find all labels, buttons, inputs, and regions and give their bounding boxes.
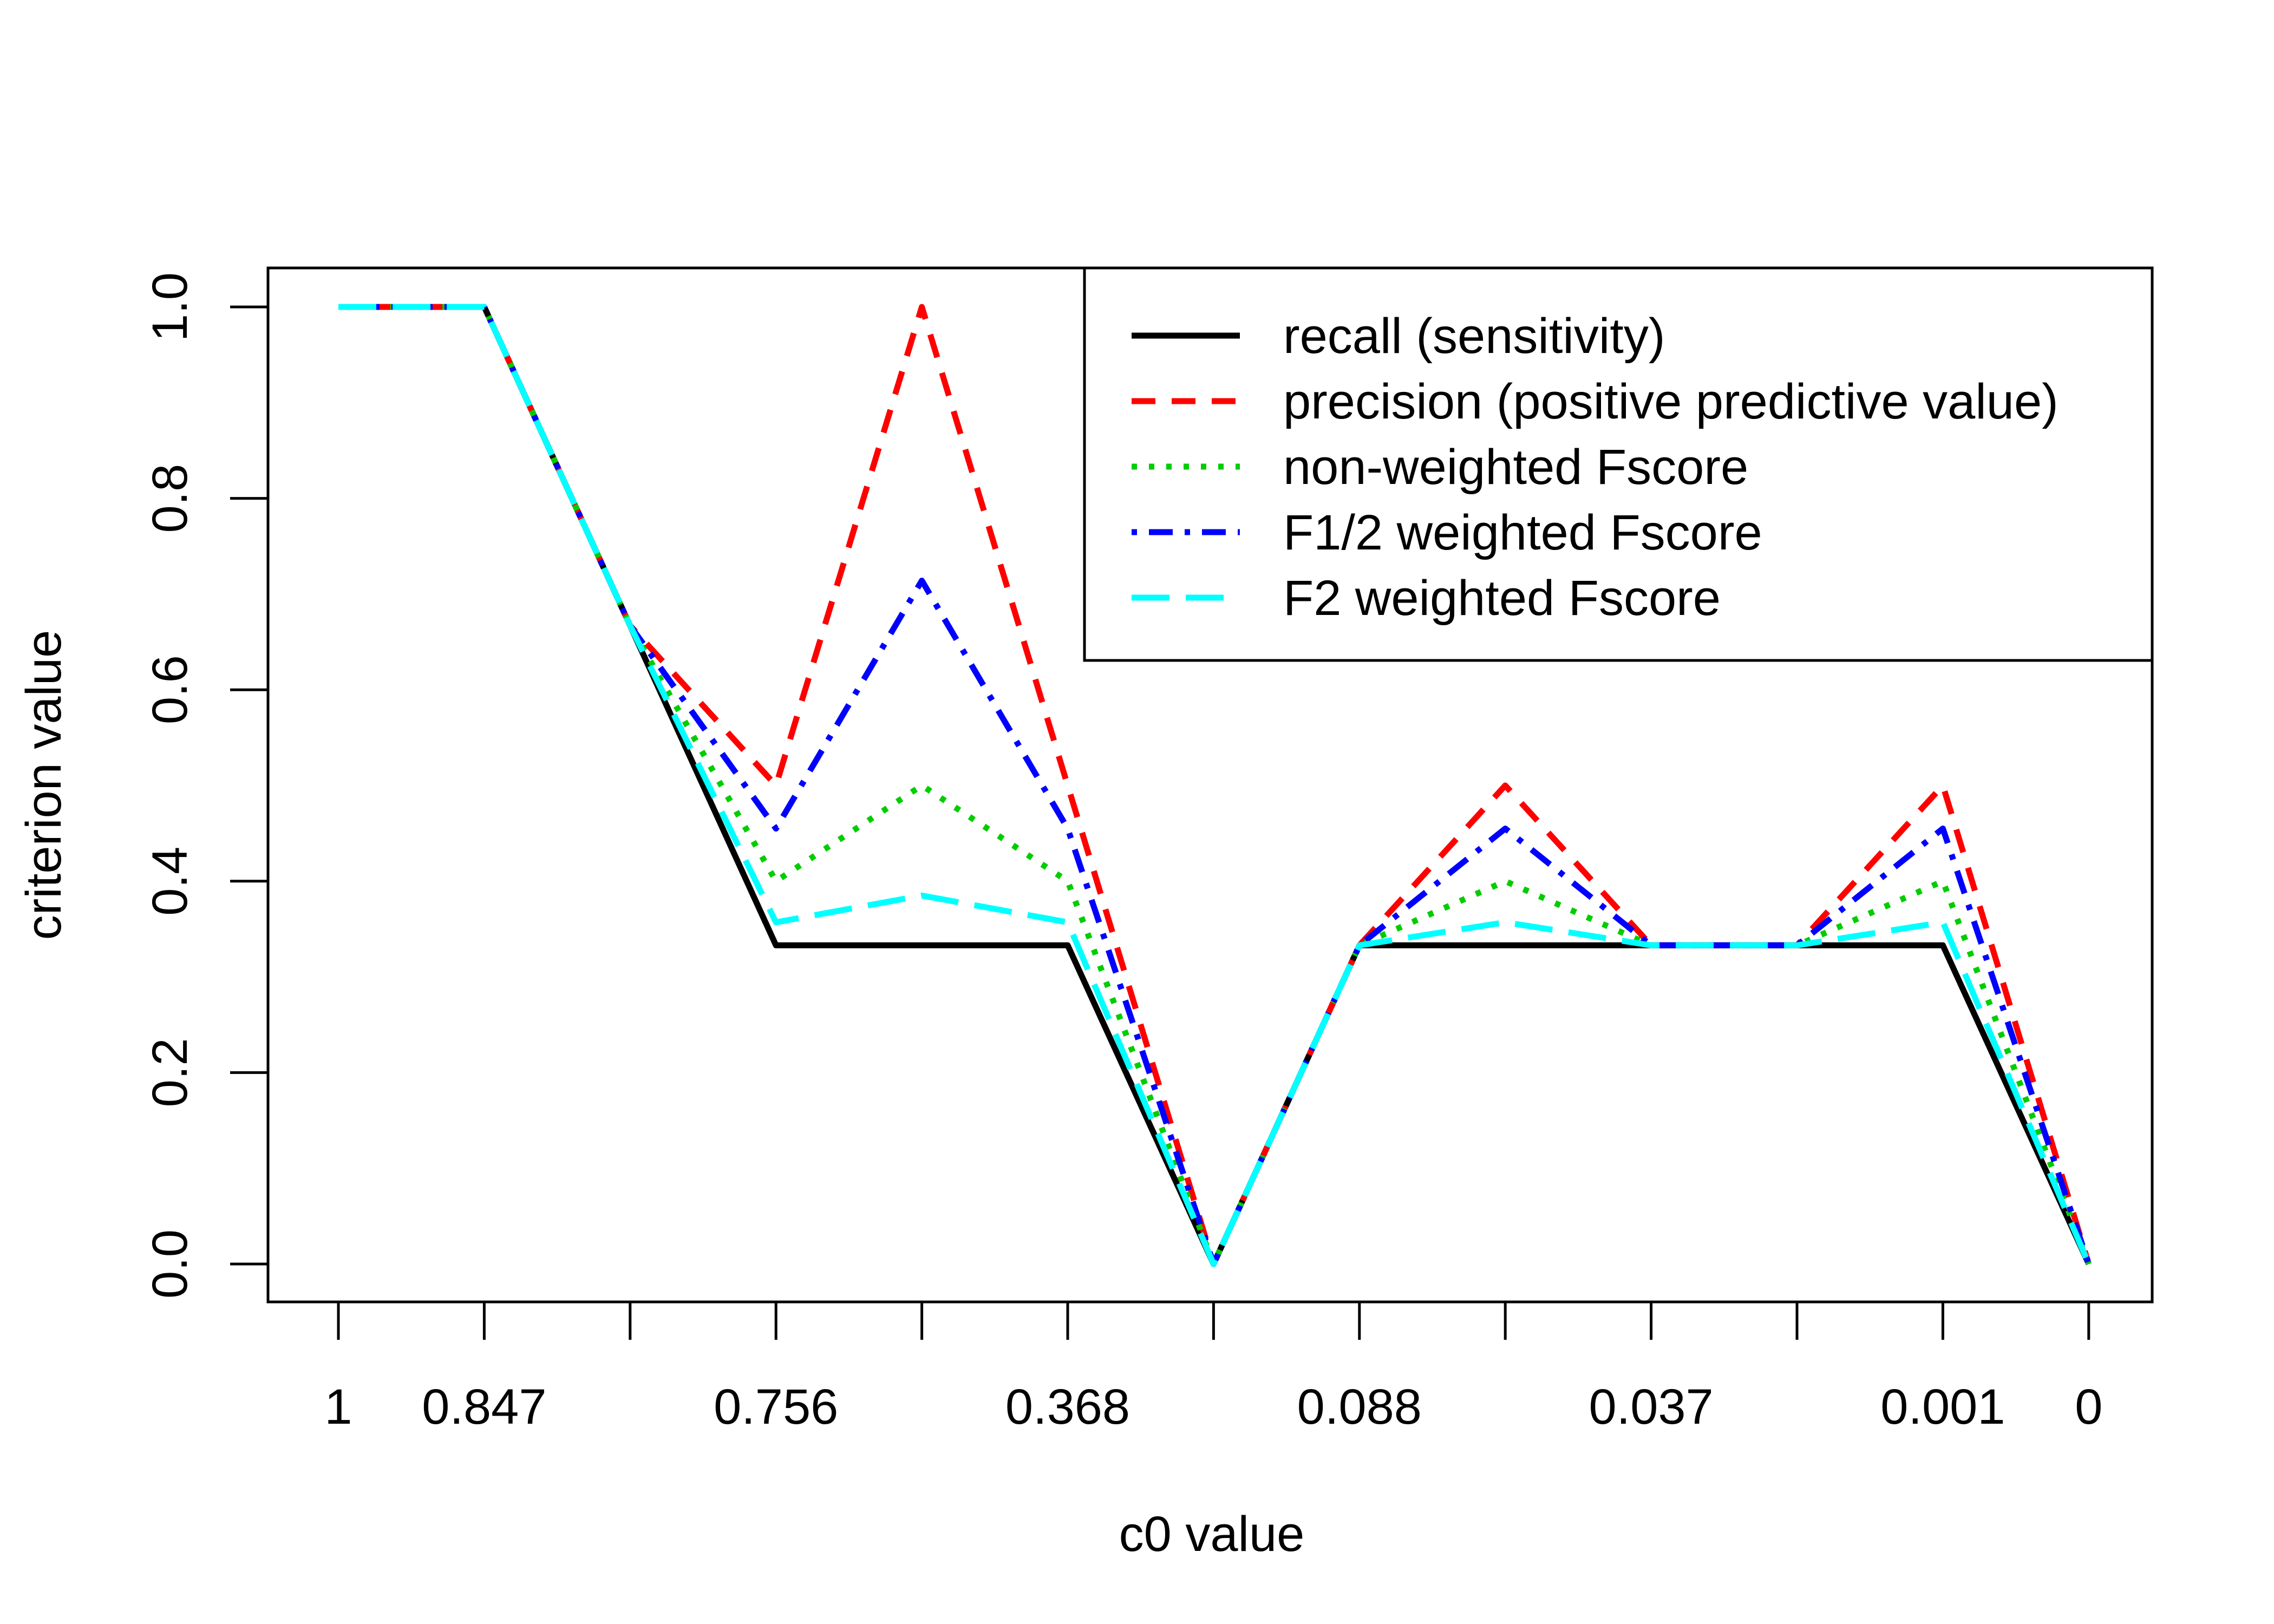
x-tick-label: 1 <box>324 1379 352 1435</box>
x-tick-label: 0.368 <box>1005 1379 1130 1435</box>
x-tick-label: 0.088 <box>1297 1379 1422 1435</box>
y-tick-label: 1.0 <box>142 272 198 342</box>
x-tick-label: 0.756 <box>714 1379 838 1435</box>
x-tick-label: 0.847 <box>422 1379 546 1435</box>
series-layer <box>338 304 2092 1267</box>
legend-label: F1/2 weighted Fscore <box>1283 505 1762 560</box>
series-line <box>338 304 2092 1267</box>
y-tick-label: 0.4 <box>142 847 198 916</box>
y-tick-label: 0.2 <box>142 1038 198 1107</box>
y-tick-label: 0.0 <box>142 1229 198 1299</box>
legend-label: F2 weighted Fscore <box>1283 571 1721 626</box>
y-axis-title: criterion value <box>16 630 71 940</box>
legend-label: non-weighted Fscore <box>1283 440 1748 495</box>
x-tick-label: 0.037 <box>1589 1379 1713 1435</box>
legend: recall (sensitivity) precision (positive … <box>1083 266 2154 662</box>
y-tick-label: 0.6 <box>142 655 198 724</box>
x-axis: 1 0.847 0.756 0.368 0.088 0.037 0.001 0 <box>324 1302 2102 1435</box>
x-tick-label: 0.001 <box>1880 1379 2005 1435</box>
x-axis-title: c0 value <box>1119 1507 1305 1562</box>
y-axis: 0.0 0.2 0.4 0.6 0.8 1.0 <box>142 272 268 1299</box>
y-tick-label: 0.8 <box>142 464 198 533</box>
legend-label: precision (positive predictive value) <box>1283 374 2059 429</box>
legend-box <box>1083 266 2154 662</box>
legend-label: recall (sensitivity) <box>1283 309 1665 364</box>
x-tick-label: 0 <box>2075 1379 2102 1435</box>
